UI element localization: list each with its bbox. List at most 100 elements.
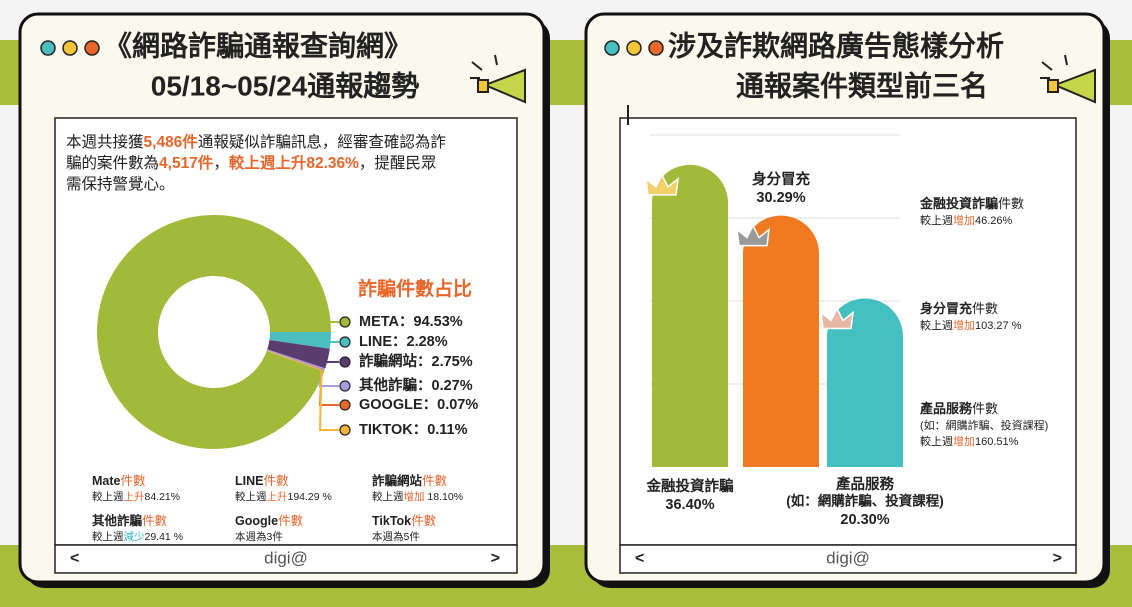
nav-prev[interactable]: < [635, 550, 644, 567]
text-part: 身分冒充 [920, 301, 972, 316]
rich-text: Mate件數 [92, 474, 146, 488]
text-part: 較上週 [920, 213, 953, 227]
text-part: 4,517件 [159, 153, 214, 172]
legend-dot [339, 316, 351, 328]
text-part: 上升 [124, 491, 145, 503]
rich-text: TikTok件數 [372, 514, 437, 528]
bar-value-label: 20.30% [840, 512, 889, 528]
text-part: 通報疑似詐騙訊息，經審查確認為詐 [198, 133, 446, 151]
text-part: 較上週 [92, 490, 124, 503]
text-part: 較上週 [920, 434, 953, 448]
rich-text: 需保持警覺心。 [66, 175, 175, 193]
leader-line [319, 339, 339, 343]
text-part: 件數 [998, 196, 1024, 211]
leader-line [318, 370, 339, 431]
crown-icon [645, 173, 679, 196]
rich-text: 產品服務件數 [919, 401, 998, 416]
rich-text: 較上週增加103.27 % [920, 318, 1022, 332]
rich-text: 騙的案件數為4,517件，較上週上升82.36%，提醒民眾 [66, 153, 436, 172]
title: 05/18~05/24通報趨勢 [151, 69, 420, 101]
text-part: 本週為3件 [235, 530, 283, 543]
text-part: ， [213, 155, 229, 172]
bar [743, 215, 819, 467]
pie-slice [266, 350, 325, 371]
slice-label: 詐騙網站：2.75% [359, 352, 473, 370]
text-part: 29.41 % [145, 531, 184, 543]
text-part: 增加 [953, 434, 975, 448]
rich-text: 本週共接獲5,486件通報疑似詐騙訊息，經審查確認為詐 [66, 132, 446, 151]
text-part: 件數 [120, 474, 146, 488]
text-part: 件數 [411, 514, 437, 528]
legend-dot [339, 336, 351, 348]
rich-text: 較上週上升194.29 % [235, 490, 332, 503]
brand: digi@ [264, 548, 308, 567]
bar-category: 金融投資詐騙 [646, 477, 734, 495]
text-part: 18.10% [425, 491, 464, 503]
text-part: 件數 [142, 514, 168, 528]
nav-next[interactable]: > [491, 550, 500, 567]
text-part: 5,486件 [144, 132, 199, 151]
pie-slice [266, 350, 325, 372]
text-part: 件數 [972, 301, 998, 316]
rich-text: 較上週減少29.41 % [92, 530, 183, 543]
title-dots [40, 40, 664, 56]
text-part: 84.21% [145, 491, 181, 503]
slice-label: GOOGLE：0.07% [359, 397, 478, 413]
text-part: 其他詐騙 [92, 513, 143, 528]
text-part: 產品服務 [919, 401, 973, 416]
title: 涉及詐欺網路廣告態樣分析 [668, 29, 1004, 61]
text-part: 本週共接獲 [66, 133, 144, 151]
rich-text: LINE件數 [235, 474, 289, 488]
text-part: 增加 [404, 490, 425, 503]
text-part: 46.26% [975, 215, 1013, 227]
title: 《網路詐騙通報查詢網》 [104, 29, 412, 61]
text-part: 增加 [953, 213, 975, 227]
pie-slice [97, 214, 331, 449]
rich-text: 本週為3件 [235, 530, 283, 543]
nav-next[interactable]: > [1053, 550, 1062, 567]
bar-category: 身分冒充 [752, 170, 810, 188]
brand: digi@ [826, 548, 870, 567]
legend-dot [339, 424, 351, 436]
rich-text: 詐騙網站件數 [372, 473, 448, 488]
text-part: 較上週 [235, 490, 267, 503]
crown-icon [820, 306, 854, 330]
legend-dot [339, 399, 351, 411]
rich-text: 本週為5件 [372, 530, 420, 543]
legend-dot [339, 380, 351, 392]
text-part: 件數 [263, 474, 289, 488]
rich-text: 金融投資詐騙件數 [919, 196, 1024, 211]
text-part: 件數 [422, 474, 448, 488]
crown-icon [736, 223, 770, 247]
text-part: 較上週上升82.36% [229, 153, 359, 172]
slice-label: 其他詐騙：0.27% [359, 376, 473, 394]
bar-value-label: 36.40% [665, 497, 714, 513]
bar [652, 164, 728, 468]
text-part: 194.29 % [288, 491, 332, 503]
text-part: Mate [92, 474, 121, 488]
nav-prev[interactable]: < [70, 550, 79, 567]
slice-label: META：94.53% [359, 314, 463, 330]
rich-text: 較上週增加46.26% [920, 213, 1013, 227]
pie-title: 詐騙件數占比 [358, 277, 472, 300]
bar [827, 298, 903, 467]
bar-value-label: 30.29% [756, 190, 805, 206]
pie-slice [267, 339, 330, 369]
pie-slice [269, 332, 331, 349]
text-part: TikTok [372, 514, 411, 528]
text-part: 減少 [124, 530, 145, 543]
text-part: 金融投資詐騙 [919, 196, 998, 211]
bar-category: 產品服務 [835, 475, 894, 493]
rich-text: 身分冒充件數 [920, 301, 998, 316]
rich-text: 較上週增加 18.10% [372, 490, 463, 503]
rich-text: 較上週增加160.51% [920, 434, 1019, 448]
text-part: 較上週 [920, 318, 953, 332]
rich-text: 其他詐騙件數 [92, 513, 168, 528]
rich-text: Google件數 [235, 514, 304, 528]
legend-dot [339, 356, 351, 368]
text-part: (如：網購詐騙、投資課程) [920, 418, 1048, 432]
text-part: 103.27 % [975, 320, 1022, 332]
slice-label: LINE：2.28% [359, 334, 448, 350]
slice-label: TIKTOK：0.11% [359, 422, 468, 438]
nav-bar [619, 544, 1077, 574]
